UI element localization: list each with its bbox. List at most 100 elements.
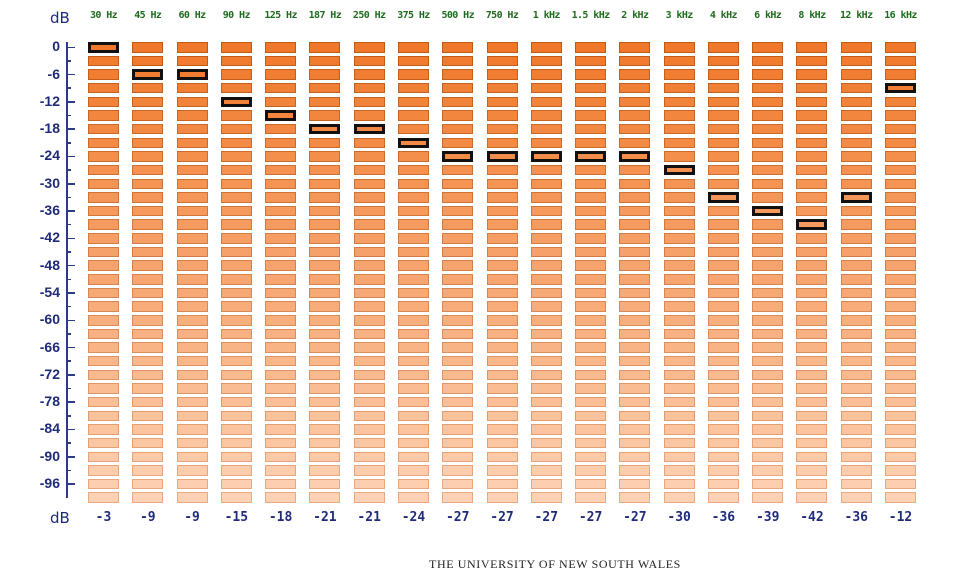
level-cell[interactable] xyxy=(663,137,695,149)
level-cell[interactable] xyxy=(663,42,695,53)
level-cell[interactable] xyxy=(309,274,341,285)
level-cell[interactable] xyxy=(619,164,651,176)
level-cell[interactable] xyxy=(353,246,385,258)
level-cell[interactable] xyxy=(397,301,429,312)
level-cell[interactable] xyxy=(397,451,429,462)
level-cell[interactable] xyxy=(132,192,164,203)
level-cell[interactable] xyxy=(353,451,385,462)
level-cell[interactable] xyxy=(575,137,607,149)
level-cell[interactable] xyxy=(752,410,784,422)
level-cell[interactable] xyxy=(220,424,252,435)
level-cell[interactable] xyxy=(885,396,917,408)
level-cell[interactable] xyxy=(663,233,695,244)
level-cell[interactable] xyxy=(309,233,341,244)
level-cell[interactable] xyxy=(530,492,562,503)
level-cell[interactable] xyxy=(840,355,872,367)
level-cell[interactable] xyxy=(220,315,252,326)
level-cell[interactable] xyxy=(88,246,119,258)
level-cell[interactable] xyxy=(619,42,651,53)
level-cell[interactable] xyxy=(176,192,208,203)
selected-level-cell[interactable] xyxy=(176,69,208,80)
level-cell[interactable] xyxy=(707,233,739,244)
level-cell[interactable] xyxy=(442,396,474,408)
level-cell[interactable] xyxy=(309,164,341,176)
level-cell[interactable] xyxy=(885,55,917,67)
level-cell[interactable] xyxy=(309,342,341,353)
level-cell[interactable] xyxy=(752,315,784,326)
level-cell[interactable] xyxy=(796,410,828,422)
level-cell[interactable] xyxy=(309,246,341,258)
level-cell[interactable] xyxy=(663,328,695,340)
level-cell[interactable] xyxy=(309,383,341,394)
level-cell[interactable] xyxy=(442,55,474,67)
level-cell[interactable] xyxy=(486,355,518,367)
level-cell[interactable] xyxy=(486,42,518,53)
level-cell[interactable] xyxy=(397,465,429,476)
level-cell[interactable] xyxy=(663,274,695,285)
selected-level-cell[interactable] xyxy=(530,151,562,162)
level-cell[interactable] xyxy=(88,219,119,230)
level-cell[interactable] xyxy=(840,205,872,217)
level-cell[interactable] xyxy=(752,246,784,258)
level-cell[interactable] xyxy=(132,110,164,121)
level-cell[interactable] xyxy=(88,328,119,340)
level-cell[interactable] xyxy=(486,424,518,435)
level-cell[interactable] xyxy=(265,410,297,422)
level-cell[interactable] xyxy=(88,355,119,367)
level-cell[interactable] xyxy=(885,178,917,189)
level-cell[interactable] xyxy=(309,396,341,408)
level-cell[interactable] xyxy=(486,328,518,340)
level-cell[interactable] xyxy=(619,424,651,435)
level-cell[interactable] xyxy=(752,164,784,176)
level-cell[interactable] xyxy=(265,315,297,326)
level-cell[interactable] xyxy=(309,219,341,230)
level-cell[interactable] xyxy=(752,437,784,449)
level-cell[interactable] xyxy=(132,465,164,476)
level-cell[interactable] xyxy=(707,383,739,394)
level-cell[interactable] xyxy=(575,301,607,312)
level-cell[interactable] xyxy=(176,383,208,394)
level-cell[interactable] xyxy=(619,233,651,244)
level-cell[interactable] xyxy=(397,178,429,189)
level-cell[interactable] xyxy=(752,451,784,462)
level-cell[interactable] xyxy=(486,246,518,258)
level-cell[interactable] xyxy=(707,369,739,381)
level-cell[interactable] xyxy=(752,55,784,67)
level-cell[interactable] xyxy=(176,342,208,353)
level-cell[interactable] xyxy=(530,246,562,258)
level-cell[interactable] xyxy=(575,260,607,271)
level-cell[interactable] xyxy=(530,287,562,299)
level-cell[interactable] xyxy=(132,355,164,367)
level-cell[interactable] xyxy=(309,205,341,217)
level-cell[interactable] xyxy=(840,451,872,462)
selected-level-cell[interactable] xyxy=(707,192,739,203)
selected-level-cell[interactable] xyxy=(885,82,917,94)
level-cell[interactable] xyxy=(220,55,252,67)
level-cell[interactable] xyxy=(486,137,518,149)
level-cell[interactable] xyxy=(885,233,917,244)
level-cell[interactable] xyxy=(796,287,828,299)
level-cell[interactable] xyxy=(885,437,917,449)
level-cell[interactable] xyxy=(132,55,164,67)
level-cell[interactable] xyxy=(619,260,651,271)
level-cell[interactable] xyxy=(840,82,872,94)
level-cell[interactable] xyxy=(353,164,385,176)
level-cell[interactable] xyxy=(707,123,739,135)
level-cell[interactable] xyxy=(442,383,474,394)
level-cell[interactable] xyxy=(885,260,917,271)
level-cell[interactable] xyxy=(309,260,341,271)
level-cell[interactable] xyxy=(619,328,651,340)
level-cell[interactable] xyxy=(442,110,474,121)
level-cell[interactable] xyxy=(530,82,562,94)
level-cell[interactable] xyxy=(530,328,562,340)
level-cell[interactable] xyxy=(265,396,297,408)
level-cell[interactable] xyxy=(619,287,651,299)
level-cell[interactable] xyxy=(663,246,695,258)
level-cell[interactable] xyxy=(885,219,917,230)
level-cell[interactable] xyxy=(885,342,917,353)
level-cell[interactable] xyxy=(442,178,474,189)
level-cell[interactable] xyxy=(265,383,297,394)
level-cell[interactable] xyxy=(442,219,474,230)
level-cell[interactable] xyxy=(885,451,917,462)
level-cell[interactable] xyxy=(353,396,385,408)
